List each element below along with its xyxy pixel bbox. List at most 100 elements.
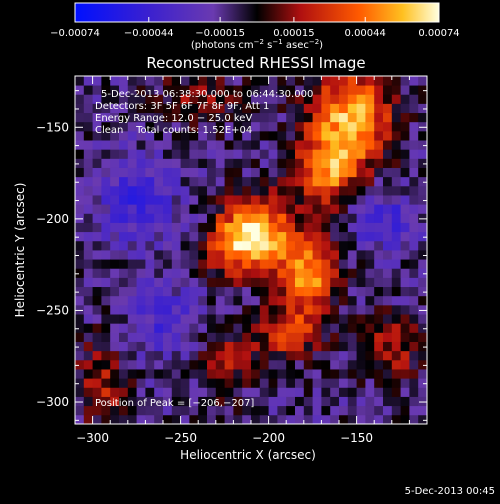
heatmap-cell	[303, 195, 313, 205]
heatmap-cell	[303, 304, 313, 315]
heatmap-cell	[347, 387, 357, 397]
heatmap-cell	[374, 204, 384, 214]
heatmap-cell	[92, 149, 102, 159]
heatmap-cell	[224, 149, 234, 159]
heatmap-cell	[207, 240, 217, 251]
heatmap-cell	[154, 149, 164, 159]
heatmap-cell	[374, 158, 384, 168]
heatmap-cell	[198, 76, 208, 86]
heatmap-cell	[391, 121, 401, 132]
heatmap-cell	[233, 387, 243, 397]
heatmap-cell	[224, 85, 234, 95]
heatmap-cell	[215, 405, 225, 416]
heatmap-cell	[75, 103, 85, 114]
heatmap-cell	[163, 268, 173, 278]
heatmap-cell	[198, 121, 208, 132]
heatmap-cell	[224, 94, 234, 104]
heatmap-cell	[110, 295, 120, 306]
heatmap-cell	[339, 359, 349, 370]
heatmap-cell	[268, 341, 278, 352]
heatmap-cell	[198, 140, 208, 150]
heatmap-cell	[154, 259, 164, 269]
heatmap-cell	[180, 112, 190, 123]
heatmap-cell	[418, 94, 428, 104]
heatmap-cell	[215, 76, 225, 86]
heatmap-cell	[215, 378, 225, 388]
heatmap-cell	[83, 378, 93, 388]
heatmap-cell	[242, 240, 252, 251]
heatmap-cell	[400, 304, 410, 315]
heatmap-cell	[110, 149, 120, 159]
heatmap-cell	[154, 222, 164, 233]
heatmap-cell	[330, 341, 340, 352]
heatmap-cell	[251, 286, 261, 297]
heatmap-cell	[163, 277, 173, 288]
heatmap-cell	[136, 103, 146, 114]
heatmap-cell	[75, 185, 85, 196]
heatmap-cell	[92, 85, 102, 95]
annotation-detectors: Detectors: 3F 5F 6F 7F 8F 9F, Att 1	[95, 101, 269, 112]
heatmap-cell	[110, 405, 120, 416]
heatmap-cell	[365, 94, 375, 104]
heatmap-cell	[215, 250, 225, 260]
heatmap-cell	[347, 195, 357, 205]
heatmap-cell	[251, 222, 261, 233]
heatmap-cell	[303, 103, 313, 114]
heatmap-cell	[374, 332, 384, 342]
heatmap-cell	[189, 378, 199, 388]
heatmap-cell	[321, 94, 331, 104]
y-axis-ticks: −150−200−250−300	[36, 90, 427, 421]
heatmap-cell	[83, 167, 93, 178]
heatmap-cell	[145, 250, 155, 260]
heatmap-cell	[180, 222, 190, 233]
heatmap-cell	[312, 405, 322, 416]
heatmap-cell	[101, 378, 111, 388]
heatmap-cell	[233, 259, 243, 269]
heatmap-cell	[268, 121, 278, 132]
heatmap-cell	[303, 94, 313, 104]
heatmap-cell	[409, 140, 419, 150]
heatmap-cell	[356, 222, 366, 233]
heatmap-cell	[198, 414, 208, 425]
heatmap-cell	[321, 121, 331, 132]
heatmap-cell	[101, 396, 111, 407]
heatmap-cell	[295, 268, 305, 278]
heatmap-cell	[303, 204, 313, 214]
heatmap-cell	[286, 140, 296, 150]
heatmap-cell	[347, 332, 357, 342]
heatmap-cell	[391, 286, 401, 297]
heatmap-cell	[224, 350, 234, 361]
heatmap-cell	[418, 268, 428, 278]
heatmap-cell	[321, 405, 331, 416]
heatmap-cell	[391, 259, 401, 269]
heatmap-cell	[303, 231, 313, 242]
heatmap-cell	[347, 304, 357, 315]
heatmap-cell	[251, 277, 261, 288]
heatmap-cell	[198, 286, 208, 297]
heatmap-cell	[136, 112, 146, 123]
heatmap-cell	[207, 332, 217, 342]
heatmap-cell	[92, 130, 102, 141]
heatmap-cell	[268, 204, 278, 214]
heatmap-cell	[224, 295, 234, 306]
heatmap-cell	[92, 231, 102, 242]
heatmap-cell	[356, 240, 366, 251]
heatmap-cell	[119, 231, 129, 242]
heatmap-cell	[251, 158, 261, 168]
heatmap-cell	[198, 94, 208, 104]
heatmap-cell	[356, 103, 366, 114]
heatmap-cell	[145, 213, 155, 223]
heatmap-cell	[198, 405, 208, 416]
heatmap-cell	[233, 323, 243, 333]
heatmap-cell	[198, 103, 208, 114]
heatmap-cell	[154, 369, 164, 379]
heatmap-cell	[295, 295, 305, 306]
heatmap-cell	[92, 350, 102, 361]
heatmap-cell	[374, 76, 384, 86]
heatmap-cell	[233, 140, 243, 150]
heatmap-cell	[75, 359, 85, 370]
heatmap-cell	[339, 195, 349, 205]
heatmap-cell	[251, 341, 261, 352]
heatmap-cell	[136, 369, 146, 379]
heatmap-cell	[365, 85, 375, 95]
